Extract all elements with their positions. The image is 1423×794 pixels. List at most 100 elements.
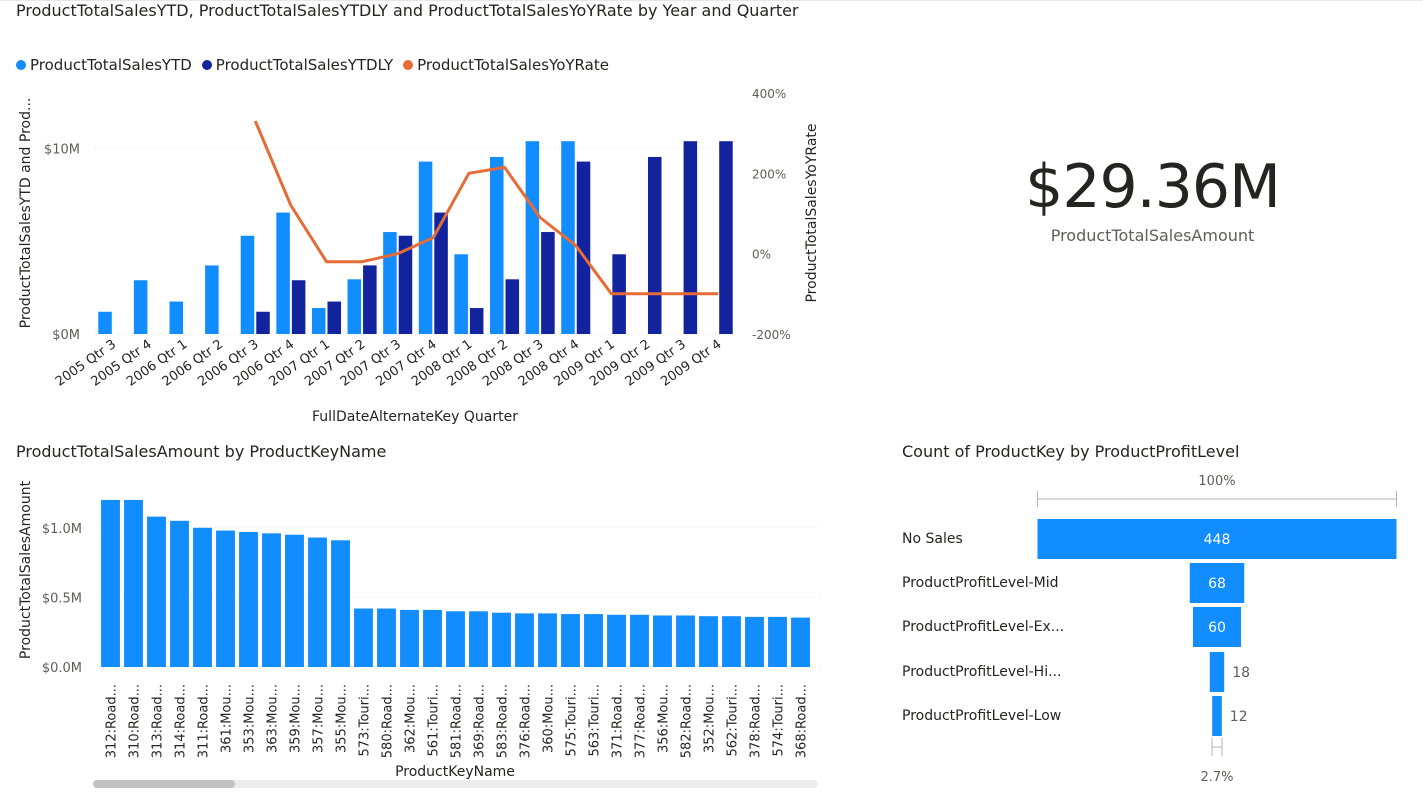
x-tick-label: 376:Road...	[519, 684, 534, 758]
bar-ytd	[311, 308, 326, 334]
legend-item-yoyrate[interactable]: ProductTotalSalesYoYRate	[403, 56, 609, 74]
funnel-bar	[1212, 696, 1222, 736]
product-bar	[285, 534, 304, 667]
y-tick-right: 200%	[752, 167, 786, 181]
product-bar	[699, 616, 718, 667]
product-bar	[216, 530, 235, 667]
legend-label-ytdly: ProductTotalSalesYTDLY	[215, 56, 394, 74]
y-tick: $0.0M	[42, 661, 82, 676]
product-bar	[262, 533, 281, 667]
funnel-top-percent: 100%	[1198, 474, 1235, 489]
bar-ytdly	[647, 156, 662, 334]
bar-ytdly	[398, 235, 413, 334]
funnel-category-label: ProductProfitLevel-Ex...	[902, 619, 1064, 635]
funnel-value-label: 68	[1208, 576, 1226, 592]
product-bar	[308, 537, 327, 667]
bar-ytdly	[576, 161, 591, 334]
product-bar	[377, 608, 396, 667]
product-bar	[745, 616, 764, 667]
bar-ytd	[525, 141, 540, 334]
top-divider	[0, 0, 1423, 1]
bar-ytd	[383, 232, 397, 334]
funnel-category-label: No Sales	[902, 531, 963, 547]
bar-ytd	[133, 280, 148, 334]
combo-chart-title: ProductTotalSalesYTD, ProductTotalSalesY…	[16, 1, 799, 20]
x-tick-label: 368:Road...	[795, 684, 810, 758]
product-bar	[239, 531, 258, 667]
kpi-label: ProductTotalSalesAmount	[1050, 226, 1255, 245]
y-tick-right: 400%	[752, 87, 786, 101]
funnel-chart: 100% No Sales 448 ProductProfitLevel-Mid 68 P…	[902, 474, 1397, 785]
funnel-bottom-percent: 2.7%	[1200, 770, 1233, 785]
x-axis-title: FullDateAlternateKey Quarter	[312, 409, 518, 425]
legend-label-yoyrate: ProductTotalSalesYoYRate	[417, 56, 609, 74]
funnel-value-label: 12	[1230, 709, 1248, 725]
funnel-bar	[1189, 563, 1245, 603]
funnel-category-label: ProductProfitLevel-Mid	[902, 575, 1059, 591]
product-bar	[469, 611, 488, 667]
product-bar	[354, 608, 373, 667]
x-tick-label: 573:Touri...	[358, 684, 373, 756]
legend-dot-ytdly	[201, 60, 212, 70]
product-bar	[101, 499, 120, 667]
bar-ytd	[489, 156, 504, 334]
y-tick-right: 0%	[752, 248, 771, 262]
x-tick-label: 310:Road...	[128, 684, 143, 758]
product-bar	[170, 520, 189, 667]
x-tick-label: 581:Road...	[450, 684, 465, 758]
product-bar	[193, 527, 212, 667]
x-tick-label: 311:Road...	[197, 684, 212, 758]
x-tick-label: 561:Touri...	[427, 684, 442, 756]
x-tick-label: 352:Mou...	[703, 684, 718, 753]
x-tick-label: 580:Road...	[381, 684, 396, 758]
bar-ytdly	[291, 280, 306, 334]
y-tick-left: $0M	[52, 328, 80, 343]
bar-ytdly	[505, 279, 520, 334]
kpi-value: $29.36M	[1025, 152, 1281, 222]
product-bar	[147, 516, 166, 667]
product-bar	[124, 499, 143, 667]
funnel-bar	[1209, 652, 1225, 692]
product-bar	[584, 614, 603, 667]
bar-ytd	[276, 212, 290, 334]
product-bar	[768, 616, 787, 667]
product-bar	[423, 609, 442, 667]
product-bar	[561, 614, 580, 667]
bar-ytd	[347, 279, 362, 334]
bar-ytdly	[327, 301, 342, 334]
legend-item-ytdly[interactable]: ProductTotalSalesYTDLY	[201, 56, 394, 74]
funnel-value-label: 448	[1204, 532, 1231, 548]
y-axis-title-left: ProductTotalSalesYTD and Prod...	[18, 98, 34, 329]
bar-ytd	[205, 265, 219, 334]
product-bar	[791, 617, 810, 667]
product-bar	[607, 614, 626, 667]
bar-ytdly	[719, 141, 733, 334]
funnel-bar	[1037, 519, 1397, 559]
bar-ytdly	[256, 311, 270, 334]
products-chart-title: ProductTotalSalesAmount by ProductKeyNam…	[16, 442, 387, 461]
x-tick-label: 363:Mou...	[266, 684, 281, 753]
legend-dot-ytd	[16, 60, 26, 70]
funnel-value-label: 60	[1208, 620, 1226, 636]
product-bar	[400, 609, 419, 667]
x-tick-label: 575:Touri...	[565, 684, 580, 756]
products-scrollbar-thumb[interactable]	[93, 780, 235, 788]
bar-ytdly	[434, 212, 448, 334]
x-tick-label: 362:Mou...	[404, 684, 419, 753]
x-tick-label: 583:Road...	[496, 684, 511, 758]
product-bar	[515, 613, 534, 667]
bar-ytd	[418, 161, 433, 334]
x-tick-label: 353:Mou...	[243, 684, 258, 753]
products-scrollbar-track[interactable]	[93, 780, 818, 788]
product-bar	[722, 616, 741, 667]
legend-item-ytd[interactable]: ProductTotalSalesYTD	[16, 56, 192, 74]
x-axis-title: ProductKeyName	[395, 764, 515, 780]
y-axis-title-right: ProductTotalSalesYoYRate	[804, 123, 820, 302]
x-tick-label: 378:Road...	[749, 684, 764, 758]
y-tick: $0.5M	[42, 591, 82, 606]
funnel-category-label: ProductProfitLevel-Hi...	[902, 664, 1061, 680]
product-bar	[446, 611, 465, 667]
bar-ytd	[98, 311, 112, 334]
y-tick-left: $10M	[44, 143, 80, 158]
